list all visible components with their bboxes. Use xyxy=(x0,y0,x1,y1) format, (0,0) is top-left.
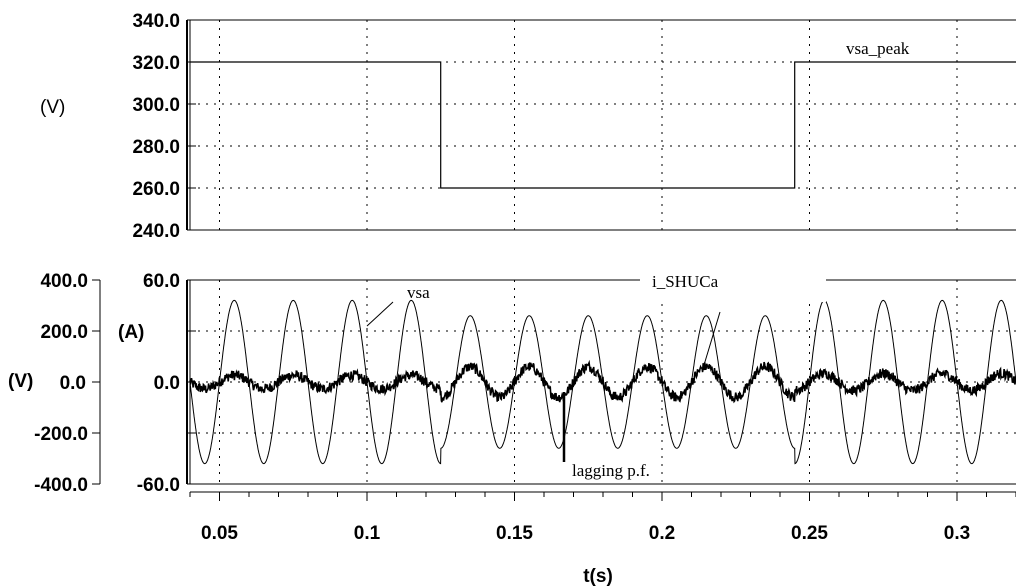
x-tick-label: 0.25 xyxy=(791,523,828,544)
bottom-left-y-tick-label: 400.0 xyxy=(40,271,88,292)
series-label-i-shuca: i_SHUCa xyxy=(652,272,719,291)
series-line-vsa xyxy=(189,299,1016,465)
series-line-i-shuca xyxy=(189,359,1016,404)
bottom-left-y-tick-label: -200.0 xyxy=(34,424,88,445)
bottom-right-y-tick-labels: 60.0 0.0 -60.0 xyxy=(137,271,196,496)
x-axis: 0.05 0.1 0.15 0.2 0.25 0.3 t(s) xyxy=(189,491,1016,587)
series-label-vsa: vsa xyxy=(407,283,430,302)
bottom-current-unit-label: (A) xyxy=(118,322,144,343)
x-tick-label: 0.05 xyxy=(201,523,238,544)
i-shuca-label-leader xyxy=(703,311,721,366)
top-y-tick-label: 320.0 xyxy=(132,53,180,74)
series-line-vsa-peak xyxy=(190,61,1016,189)
top-y-tick-label: 280.0 xyxy=(132,137,180,158)
bottom-panel: 400.0 200.0 0.0 -200.0 -400.0 60.0 0.0 -60.0 (… xyxy=(8,264,1016,496)
bottom-right-y-tick-label: 0.0 xyxy=(154,373,180,394)
x-tick-label: 0.1 xyxy=(354,523,381,544)
i-shuca-label-box xyxy=(640,264,826,302)
bottom-left-y-tick-label: 200.0 xyxy=(40,322,88,343)
top-y-tick-label: 240.0 xyxy=(132,221,180,242)
x-tick-label: 0.2 xyxy=(649,523,675,544)
top-y-tick-label: 260.0 xyxy=(132,179,180,200)
bottom-left-y-tick-labels: 400.0 200.0 0.0 -200.0 -400.0 xyxy=(34,271,100,496)
bottom-voltage-unit-label: (V) xyxy=(8,371,33,392)
top-y-tick-label: 340.0 xyxy=(132,11,180,32)
x-tick-label: 0.15 xyxy=(496,523,533,544)
bottom-right-y-tick-label: -60.0 xyxy=(137,475,180,496)
annotation-lagging-pf: lagging p.f. xyxy=(572,461,650,480)
bottom-right-y-tick-label: 60.0 xyxy=(143,271,180,292)
bottom-grid xyxy=(190,280,1016,484)
vsa-label-leader xyxy=(366,301,394,327)
top-panel: 340.0 320.0 300.0 280.0 260.0 240.0 (V) vsa_p… xyxy=(40,11,1016,242)
bottom-left-y-tick-label: -400.0 xyxy=(34,475,88,496)
x-tick-label: 0.3 xyxy=(944,523,970,544)
top-y-tick-label: 300.0 xyxy=(132,95,180,116)
series-label-vsa-peak: vsa_peak xyxy=(846,39,910,58)
x-axis-ticks: 0.05 0.1 0.15 0.2 0.25 0.3 xyxy=(189,492,1016,544)
bottom-left-y-tick-label: 0.0 xyxy=(60,373,86,394)
top-y-tick-labels: 340.0 320.0 300.0 280.0 260.0 240.0 xyxy=(132,11,196,242)
x-axis-label: t(s) xyxy=(583,566,613,587)
top-y-unit-label: (V) xyxy=(40,97,65,118)
